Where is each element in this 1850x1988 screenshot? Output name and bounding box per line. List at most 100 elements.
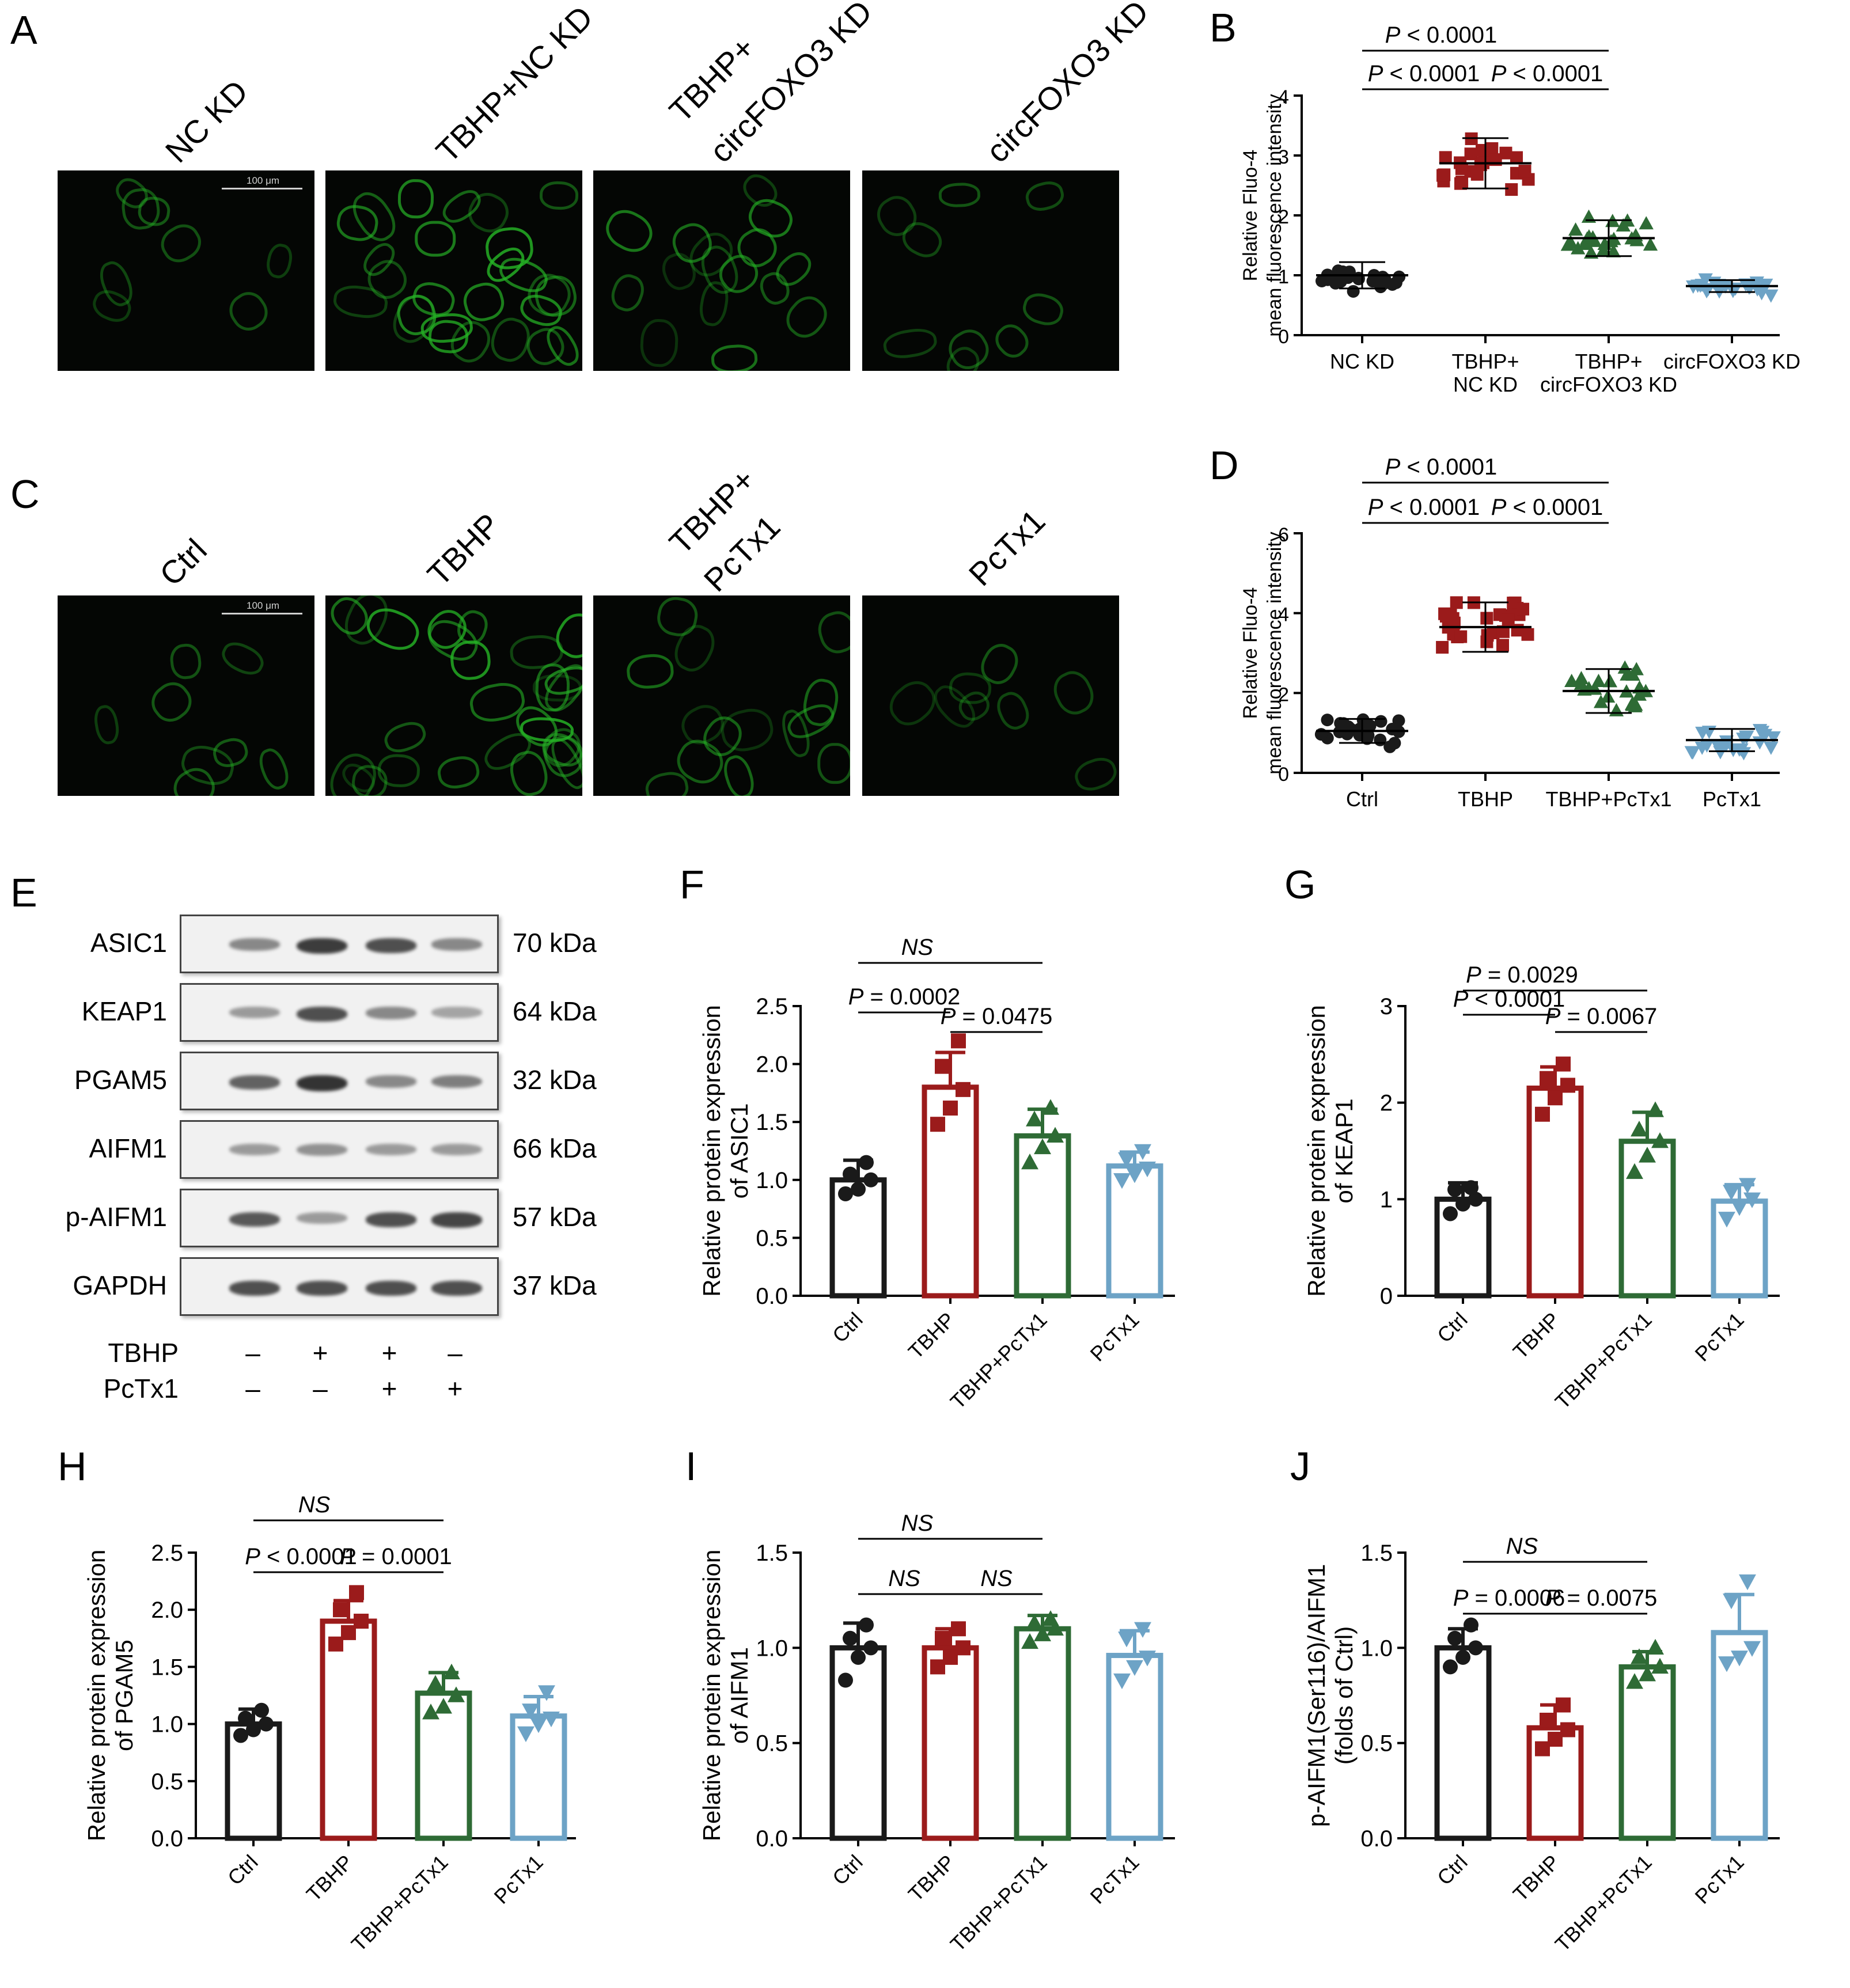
y-axis-label: mean fluorescence intensity (1264, 532, 1286, 774)
data-point (1629, 662, 1644, 676)
blot-band (297, 1075, 347, 1091)
blot-protein-label: GAPDH (73, 1270, 167, 1300)
y-tick-label: 0 (1278, 764, 1289, 786)
data-point (517, 1726, 534, 1743)
cell-outline (486, 313, 535, 367)
data-point (1639, 216, 1654, 230)
micro-label-a-circfoxo3-kd: circFOXO3 KD (979, 0, 1156, 170)
data-point (1734, 743, 1749, 757)
treatment-sign: – (245, 1338, 260, 1368)
data-point (1710, 739, 1725, 753)
point-group (1443, 1617, 1483, 1675)
bar (510, 1713, 567, 1841)
p-value: < 0.0001 (1468, 987, 1565, 1012)
scale-bar-label: 100 μm (247, 175, 280, 186)
data-point (859, 1617, 874, 1633)
data-point (1034, 1625, 1051, 1641)
blot-band (366, 1281, 416, 1296)
data-point (448, 1686, 465, 1702)
data-point (422, 1704, 439, 1720)
y-tick-label: 1.5 (756, 1110, 788, 1135)
data-point (851, 1181, 866, 1197)
bar (225, 1721, 282, 1841)
data-point (1455, 1649, 1470, 1665)
data-point (1454, 630, 1468, 643)
data-point (1602, 674, 1618, 688)
cell-outline (817, 742, 850, 784)
data-point (522, 1704, 539, 1720)
x-tick-label: circFOXO3 KD (1540, 373, 1677, 396)
blot-strip (180, 1120, 499, 1179)
point-group (930, 1621, 971, 1675)
point-group (517, 1685, 560, 1743)
data-point (1455, 1196, 1470, 1212)
chart-h: H 0.0 0.5 1.0 1.5 2.0 2.5 Relative protein expr… (35, 1440, 634, 1981)
micro-label-c-ctrl: Ctrl (152, 532, 214, 593)
micrograph-c-tbhp-pctx1 (593, 595, 850, 796)
treatment-sign: – (245, 1374, 260, 1403)
data-point (838, 1672, 853, 1688)
blot-protein-label: p-AIFM1 (65, 1202, 167, 1232)
data-point (851, 1649, 866, 1665)
x-tick-label: PcTx1 (1086, 1850, 1144, 1909)
data-point (1496, 639, 1509, 652)
data-point (1374, 715, 1388, 728)
data-point (1578, 236, 1593, 251)
data-point (1443, 1659, 1458, 1675)
cell-outline (992, 688, 1034, 734)
x-tick-label: TBHP+PcTx1 (1545, 787, 1671, 811)
cell-outline (377, 753, 421, 788)
blot-band (229, 1075, 280, 1090)
data-point (1723, 1185, 1740, 1201)
panel-letter-c: C (10, 472, 40, 517)
data-point (238, 1710, 253, 1726)
data-point (1334, 275, 1347, 288)
y-axis-label: Relative protein expression (83, 1550, 110, 1842)
bar (1106, 1163, 1163, 1299)
bar (1106, 1653, 1163, 1841)
x-tick-label: Ctrl (828, 1308, 867, 1348)
cell-outline (882, 325, 939, 362)
blot-band (297, 1281, 347, 1296)
chart-f: F 0.0 0.5 1.0 1.5 2.0 2.5 Relative protein expr… (662, 858, 1238, 1457)
treatment-label: TBHP (108, 1338, 179, 1368)
y-tick-label: 0.5 (756, 1731, 788, 1756)
cell-outline (168, 642, 203, 681)
data-point (246, 1722, 261, 1737)
blot-band (229, 1281, 280, 1296)
p-letter: P (1491, 495, 1507, 520)
cell-outline (91, 703, 122, 746)
data-point (435, 1698, 452, 1714)
data-point (1743, 1192, 1761, 1208)
x-tick-label: TBHP+ (1451, 350, 1519, 373)
point-group (1535, 1697, 1575, 1756)
data-point (1699, 739, 1715, 753)
data-point (1738, 730, 1754, 744)
y-axis-label: of PGAM5 (111, 1640, 138, 1751)
data-point (1436, 640, 1449, 654)
blot-strip (180, 1189, 499, 1247)
data-point (1113, 1173, 1131, 1189)
y-tick-label: 0 (1278, 326, 1289, 348)
significance-label: NS (980, 1566, 1013, 1591)
point-group (1113, 1622, 1156, 1690)
p-letter: P (1385, 454, 1401, 480)
data-point (1444, 608, 1457, 621)
x-tick-label: TBHP (1508, 1850, 1564, 1906)
data-point (1631, 1648, 1648, 1664)
data-point (1764, 741, 1779, 755)
cell-outline (255, 745, 293, 794)
panel-letter: F (680, 862, 704, 907)
data-point (1118, 1152, 1135, 1168)
data-point (1574, 671, 1589, 685)
x-tick-label: TBHP+PcTx1 (1550, 1850, 1656, 1956)
data-point (838, 1186, 853, 1201)
data-point (1632, 687, 1647, 701)
data-point (1374, 733, 1387, 746)
y-tick-label: 6 (1278, 524, 1289, 546)
blot-kda-label: 57 kDa (513, 1202, 597, 1232)
p-value: = 0.0075 (1560, 1585, 1657, 1611)
data-point (1499, 146, 1512, 160)
data-point (1606, 244, 1621, 257)
data-point (1639, 1147, 1656, 1163)
